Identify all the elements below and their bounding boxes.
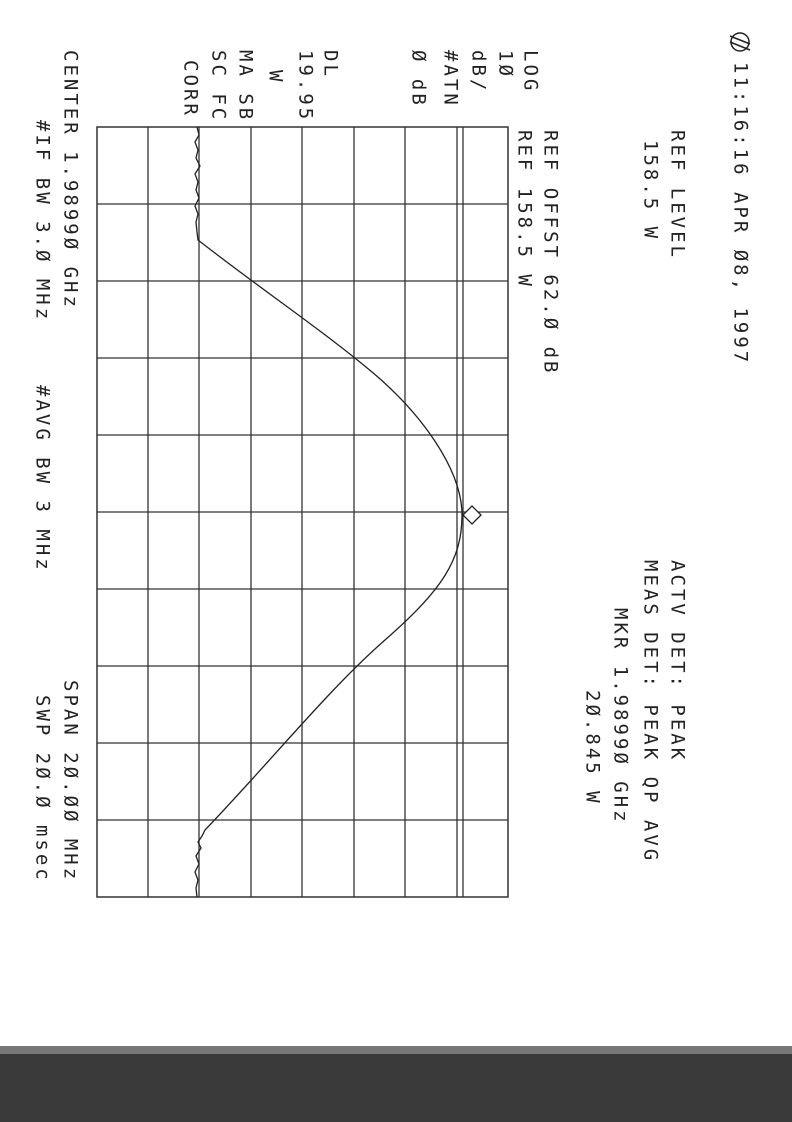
hp-logo bbox=[729, 32, 751, 52]
avg-bw: #AVG BW 3 MHz bbox=[32, 385, 54, 573]
side-label: 19.95 bbox=[295, 50, 317, 122]
marker-level: 2Ø.845 W bbox=[582, 690, 604, 806]
side-label: W bbox=[265, 70, 287, 84]
ref-level-value: 158.5 W bbox=[640, 140, 662, 241]
side-label: 1Ø bbox=[495, 50, 517, 79]
side-label: DL bbox=[320, 50, 342, 79]
printout: 11:16:16 APR Ø8, 1997 REF LEVEL 158.5 W … bbox=[32, 32, 752, 898]
center-freq: CENTER 1.9899Ø GHz bbox=[60, 50, 82, 310]
actv-det: ACTV DET: PEAK bbox=[667, 560, 689, 762]
side-label: SC FC bbox=[208, 50, 230, 122]
side-label: dB/ bbox=[468, 50, 490, 93]
ref-level-label: REF LEVEL bbox=[667, 130, 689, 260]
scanner-edge-highlight bbox=[0, 1046, 792, 1054]
trace bbox=[194, 126, 463, 898]
timestamp: 11:16:16 APR Ø8, 1997 bbox=[730, 62, 752, 365]
marker-diamond bbox=[462, 505, 482, 525]
sweep: SWP 2Ø.Ø msec bbox=[32, 695, 54, 883]
side-label: #ATN bbox=[440, 50, 462, 108]
if-bw: #IF BW 3.Ø MHz bbox=[32, 120, 54, 322]
span: SPAN 2Ø.ØØ MHz bbox=[60, 680, 82, 882]
meas-det: MEAS DET: PEAK QP AVG bbox=[640, 560, 662, 863]
side-label: LOG bbox=[520, 50, 542, 93]
side-label: CORR bbox=[180, 60, 202, 118]
scanner-edge bbox=[0, 1046, 792, 1122]
side-label: Ø dB bbox=[408, 50, 430, 108]
ref-offset: REF OFFST 62.Ø dB bbox=[540, 130, 562, 375]
marker-frequency: MKR 1.9899Ø GHz bbox=[610, 608, 632, 825]
graticule bbox=[96, 126, 509, 898]
ref-value: REF 158.5 W bbox=[514, 130, 536, 289]
side-label: MA SB bbox=[235, 50, 257, 122]
